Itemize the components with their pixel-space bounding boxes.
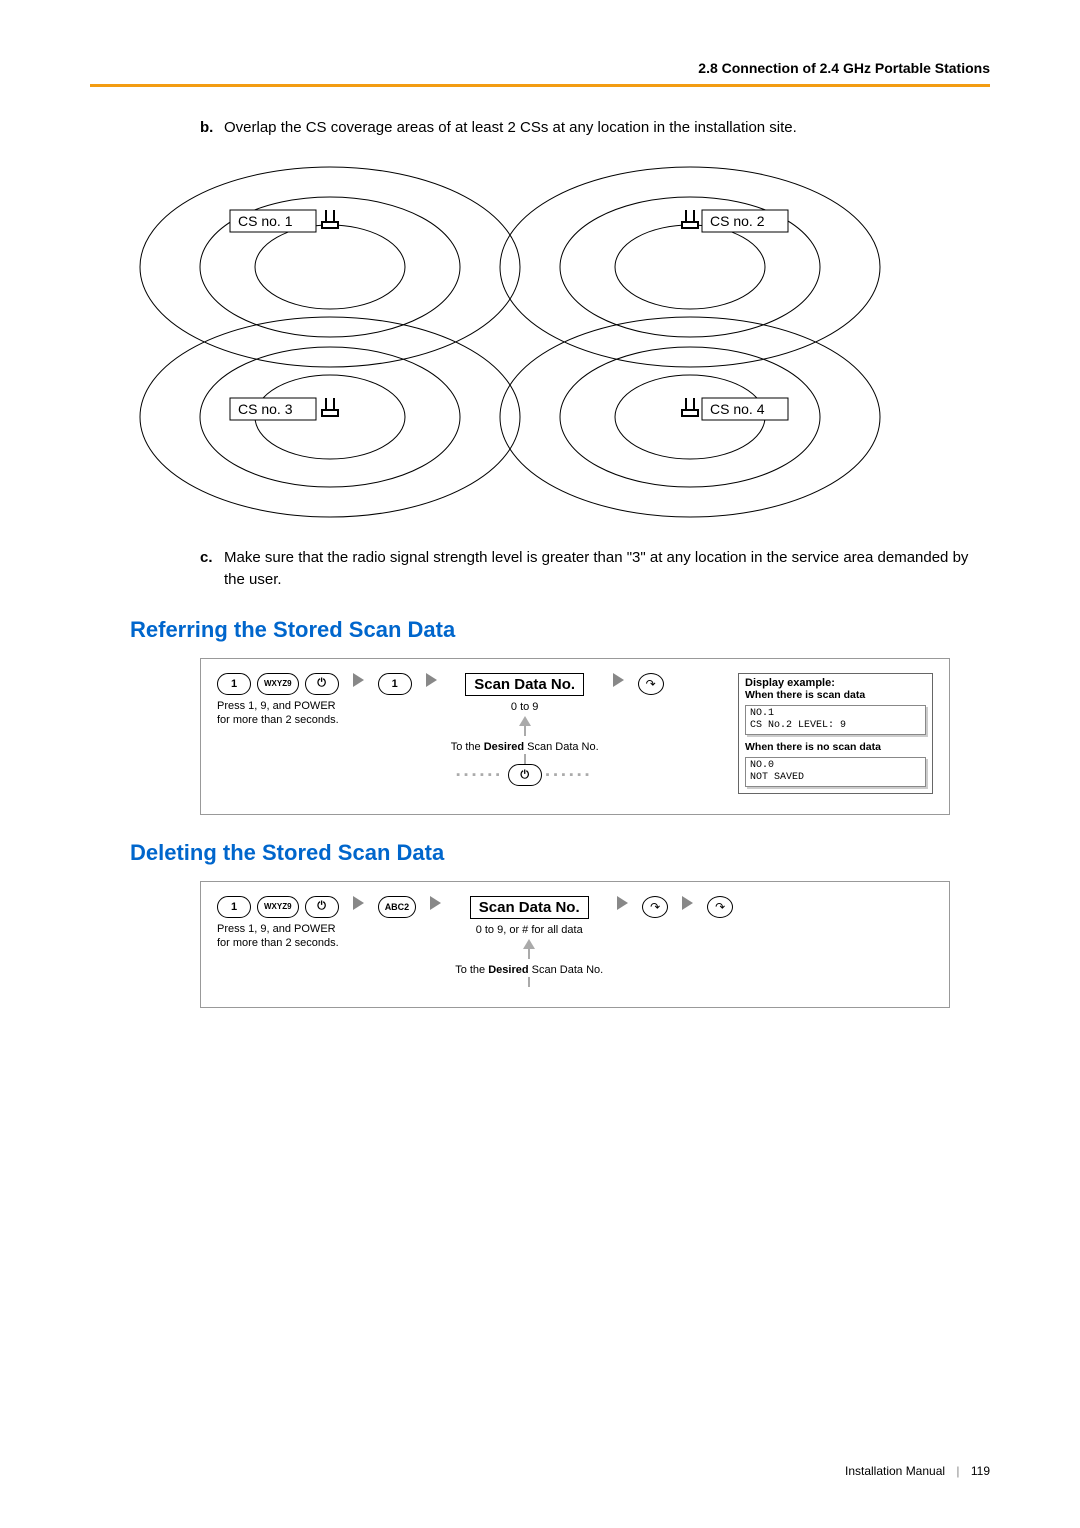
key-9: WXYZ9	[257, 673, 299, 695]
key-9: WXYZ9	[257, 896, 299, 918]
talk-key-icon: ↷	[707, 896, 733, 918]
scan-data-box: Scan Data No.	[465, 673, 584, 696]
key-1: 1	[217, 896, 251, 918]
item-c-text: Make sure that the radio signal strength…	[224, 547, 970, 592]
key-1: 1	[217, 673, 251, 695]
cs1-label: CS no. 1	[238, 213, 293, 229]
key-2: ABC2	[378, 896, 417, 918]
arrow-icon	[353, 896, 364, 910]
key-1b: 1	[378, 673, 412, 695]
page-header: 2.8 Connection of 2.4 GHz Portable Stati…	[90, 60, 990, 87]
item-c: c. Make sure that the radio signal stren…	[200, 547, 970, 592]
lcd-screen: NO.0 NOT SAVED	[745, 757, 926, 787]
item-c-label: c.	[200, 547, 224, 592]
range-text: 0 to 9	[511, 700, 539, 714]
range-text: 0 to 9, or # for all data	[476, 923, 583, 937]
arrow-icon	[613, 673, 624, 687]
arrow-icon	[426, 673, 437, 687]
cs3-label: CS no. 3	[238, 401, 293, 417]
header-section: 2.8 Connection of 2.4 GHz Portable Stati…	[698, 60, 990, 76]
up-arrow-icon	[519, 716, 531, 726]
item-b: b. Overlap the CS coverage areas of at l…	[200, 117, 970, 140]
page-footer: Installation Manual | 119	[845, 1464, 990, 1478]
display-example: Display example: When there is scan data…	[738, 673, 933, 794]
item-b-text: Overlap the CS coverage areas of at leas…	[224, 117, 797, 140]
power-icon-loop: ⏻	[508, 764, 542, 786]
press-note: Press 1, 9, and POWER for more than 2 se…	[217, 699, 339, 728]
lcd-screen: NO.1 CS No.2 LEVEL: 9	[745, 705, 926, 735]
item-b-label: b.	[200, 117, 224, 140]
key-power-icon: ⏻	[305, 896, 339, 918]
delete-heading: Deleting the Stored Scan Data	[130, 840, 990, 866]
arrow-icon	[617, 896, 628, 910]
cs4-label: CS no. 4	[710, 401, 765, 417]
cs2-label: CS no. 2	[710, 213, 765, 229]
footer-manual: Installation Manual	[845, 1464, 945, 1478]
coverage-diagram: CS no. 1 CS no. 2 CS no. 3 CS no. 4	[130, 152, 990, 527]
delete-procedure: 1 WXYZ9 ⏻ Press 1, 9, and POWER for more…	[200, 881, 950, 1009]
arrow-icon	[430, 896, 441, 910]
talk-key-icon: ↷	[642, 896, 668, 918]
press-note: Press 1, 9, and POWER for more than 2 se…	[217, 922, 339, 951]
arrow-icon	[353, 673, 364, 687]
up-arrow-icon	[523, 939, 535, 949]
key-power-icon: ⏻	[305, 673, 339, 695]
refer-heading: Referring the Stored Scan Data	[130, 617, 990, 643]
talk-key-icon: ↷	[638, 673, 664, 695]
footer-page: 119	[971, 1464, 990, 1478]
arrow-icon	[682, 896, 693, 910]
refer-procedure: 1 WXYZ9 ⏻ Press 1, 9, and POWER for more…	[200, 658, 950, 815]
scan-data-box: Scan Data No.	[470, 896, 589, 919]
